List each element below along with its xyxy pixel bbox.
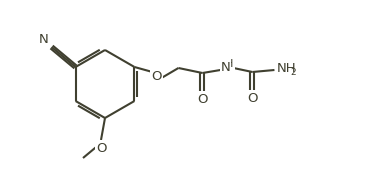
Text: O: O (96, 142, 106, 154)
Text: H: H (225, 59, 233, 69)
Text: NH: NH (276, 62, 296, 74)
Text: O: O (151, 69, 162, 83)
Text: N: N (221, 61, 230, 73)
Text: O: O (247, 92, 258, 105)
Text: 2: 2 (290, 67, 296, 77)
Text: N: N (39, 33, 49, 46)
Text: O: O (197, 93, 208, 105)
